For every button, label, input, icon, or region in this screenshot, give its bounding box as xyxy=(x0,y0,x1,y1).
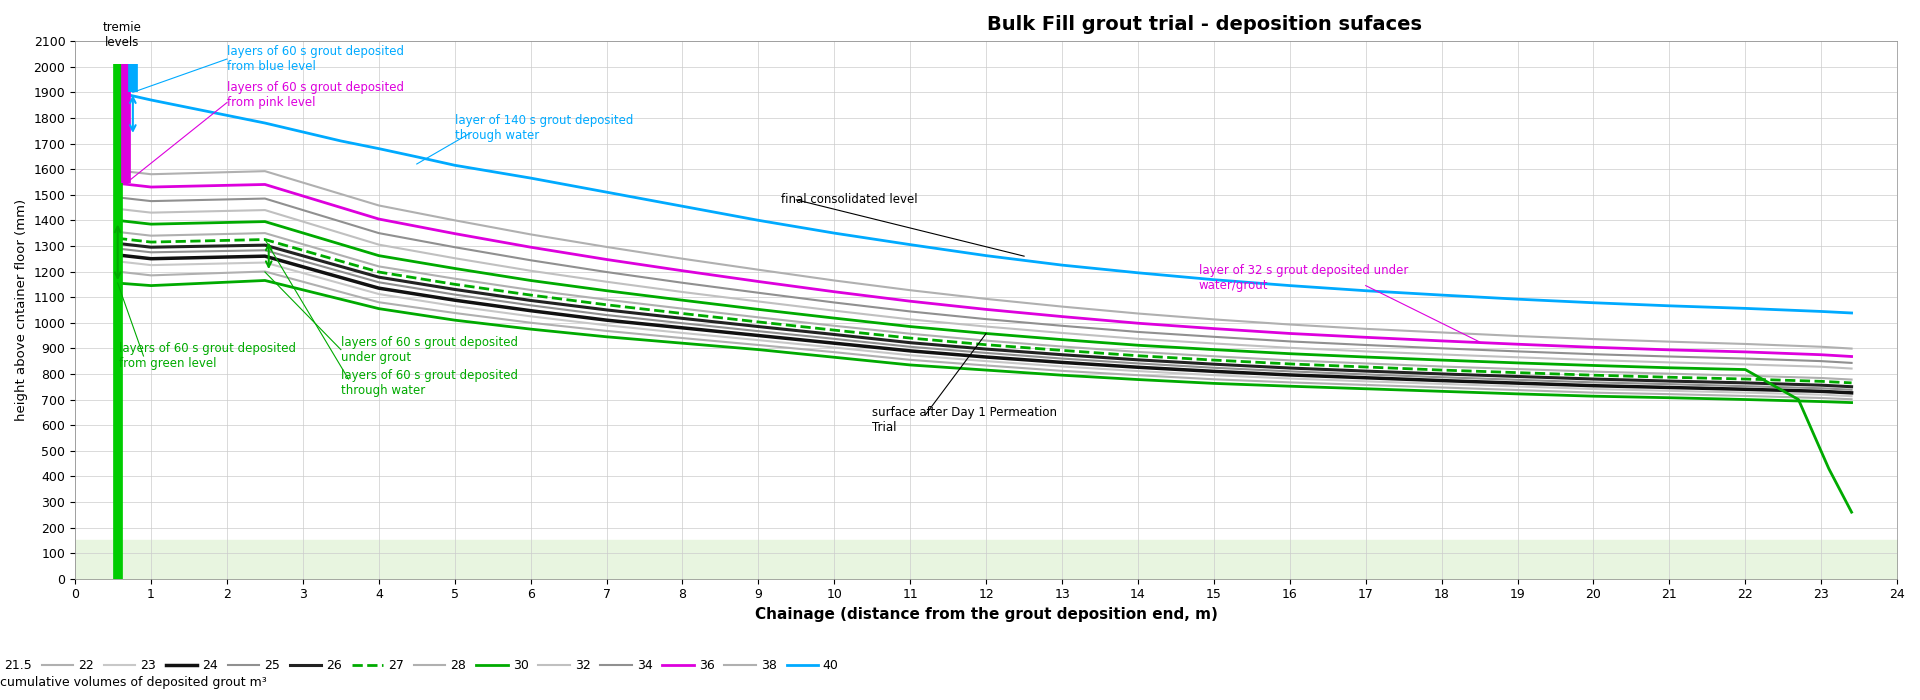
Text: cumulative volumes of deposited grout m³: cumulative volumes of deposited grout m³ xyxy=(0,676,267,689)
Title: Bulk Fill grout trial - deposition sufaces: Bulk Fill grout trial - deposition sufac… xyxy=(987,15,1423,34)
Text: layers of 60 s grout deposited
from pink level: layers of 60 s grout deposited from pink… xyxy=(227,81,403,109)
Text: layers of 60 s grout deposited
under grout: layers of 60 s grout deposited under gro… xyxy=(342,335,518,363)
Legend: 21.5, 22, 23, 24, 25, 26, 27, 28, 30, 32, 34, 36, 38, 40: 21.5, 22, 23, 24, 25, 26, 27, 28, 30, 32… xyxy=(0,654,843,678)
Text: surface after Day 1 Permeation
Trial: surface after Day 1 Permeation Trial xyxy=(872,406,1058,434)
X-axis label: Chainage (distance from the grout deposition end, m): Chainage (distance from the grout deposi… xyxy=(755,607,1217,622)
Text: final consolidated level: final consolidated level xyxy=(781,193,918,206)
Text: tremie
levels: tremie levels xyxy=(104,21,142,49)
Text: layers of 60 s grout deposited
from blue level: layers of 60 s grout deposited from blue… xyxy=(227,45,403,73)
Text: layers of 60 s grout deposited
through water: layers of 60 s grout deposited through w… xyxy=(342,369,518,397)
Text: layer of 32 s grout deposited under
water/grout: layer of 32 s grout deposited under wate… xyxy=(1198,264,1407,292)
Text: layers of 60 s grout deposited
from green level: layers of 60 s grout deposited from gree… xyxy=(119,342,296,370)
Y-axis label: height above cntainer floor (mm): height above cntainer floor (mm) xyxy=(15,199,29,421)
Text: layer of 140 s grout deposited
through water: layer of 140 s grout deposited through w… xyxy=(455,114,634,142)
